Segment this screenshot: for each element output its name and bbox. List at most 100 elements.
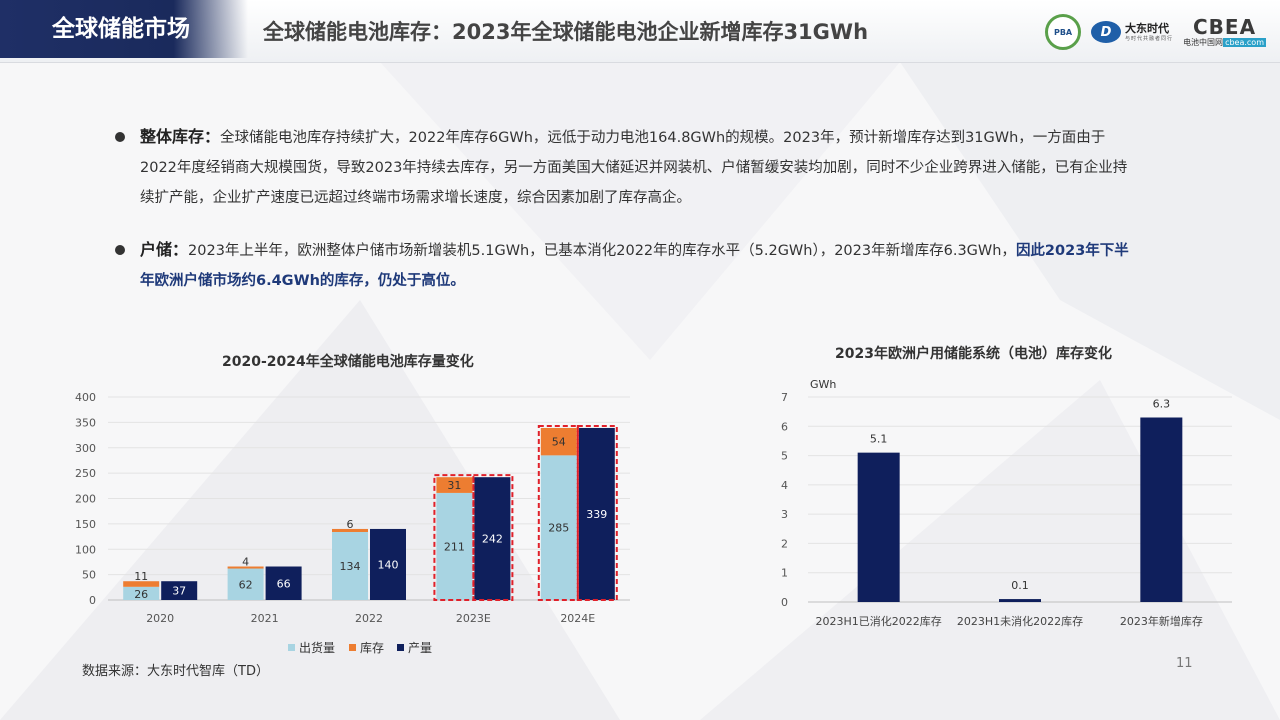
cbea-logo-sub-domain: cbea.com [1223, 38, 1266, 47]
chart2-y-tick-label: 6 [781, 420, 788, 433]
chart1-highlight-box [537, 424, 579, 601]
chart1-label-inventory: 31 [447, 479, 461, 492]
bullet-text: 2023年上半年，欧洲整体户储市场新增装机5.1GWh，已基本消化2022年的库… [188, 243, 1016, 259]
page-number: 11 [1176, 656, 1193, 671]
chart2-bar [1140, 417, 1183, 602]
chart2-y-tick-label: 1 [781, 567, 788, 580]
chart1-highlight-box [433, 474, 475, 601]
bullet-list: 整体库存：全球储能电池库存持续扩大，2022年库存6GWh，远低于动力电池164… [115, 122, 1135, 296]
chart2-bar [999, 599, 1041, 602]
chart1-label-production: 140 [378, 558, 399, 571]
header-bar: 全球储能市场 全球储能电池库存：2023年全球储能电池企业新增库存31GWh P… [0, 0, 1280, 63]
chart1-label-inventory: 11 [134, 570, 148, 583]
chart2-y-tick-label: 0 [781, 596, 788, 609]
chart1-x-tick-label: 2024E [560, 612, 595, 625]
cbea-logo-sub-prefix: 电池中国网 [1183, 38, 1224, 47]
chart2-title: 2023年欧洲户用储能系统（电池）库存变化 [835, 346, 1112, 362]
chart1-y-tick-label: 150 [75, 518, 96, 531]
chart2-x-tick-label: 2023H1未消化2022库存 [957, 614, 1083, 628]
chart1-bar-production [161, 581, 198, 600]
chart1-y-tick-label: 0 [89, 594, 96, 607]
chart1-legend-swatch [288, 644, 295, 651]
chart1-x-tick-label: 2021 [251, 612, 279, 625]
chart1-label-shipment: 285 [548, 522, 569, 535]
chart2-data-label: 6.3 [1153, 398, 1171, 411]
chart1-highlight-box [576, 424, 618, 601]
chart1-bar-shipment [332, 531, 368, 600]
bullet-household-storage: 户储：2023年上半年，欧洲整体户储市场新增装机5.1GWh，已基本消化2022… [115, 235, 1135, 296]
chart1-x-tick-label: 2022 [355, 612, 383, 625]
chart1-bar-inventory [540, 427, 577, 456]
chart2-bar: GWh 0 1 2 3 4 5 6 7 5.1 2023H1已消化2022库存 0.1 2023H1未消… [781, 378, 1232, 628]
chart1-highlight-box [472, 474, 514, 601]
chart1-bar-production [370, 528, 406, 600]
chart2-y-tick-label: 4 [781, 479, 788, 492]
chart2-data-label: 5.1 [870, 433, 888, 446]
cbea-logo-name: CBEA [1193, 15, 1257, 39]
chart1-stacked-bar: 0 50 100 150 200 250 300 350 400 26 11 37 2020 62 4 66 2… [75, 391, 630, 655]
chart1-y-tick-label: 250 [75, 467, 96, 480]
dasheng-logo-sub: 与时代共融者同行 [1125, 35, 1174, 42]
chart1-y-tick-label: 100 [75, 543, 96, 556]
chart1-label-inventory: 4 [242, 556, 249, 569]
chart2-data-label: 0.1 [1011, 579, 1029, 592]
chart2-x-tick-label: 2023年新增库存 [1120, 614, 1203, 628]
chart1-label-inventory: 6 [347, 518, 354, 531]
chart1-bar-production [265, 566, 302, 600]
chart2-y-unit-label: GWh [810, 378, 836, 391]
page-title: 全球储能电池库存：2023年全球储能电池企业新增库存31GWh [263, 20, 869, 44]
chart1-legend-label: 库存 [360, 640, 384, 655]
bullet-text: 全球储能电池库存持续扩大，2022年库存6GWh，远低于动力电池164.8GWh… [140, 130, 1128, 206]
chart1-y-tick-label: 300 [75, 442, 96, 455]
chart1-label-production: 339 [586, 508, 607, 521]
bullet-dot [115, 132, 125, 142]
chart1-bar-shipment [436, 492, 473, 600]
bullet-lead: 户储： [140, 240, 189, 259]
dasheng-logo: D 大东时代 与时代共融者同行 [1091, 21, 1173, 43]
chart1-bar-inventory [123, 581, 160, 587]
chart2-x-tick-label: 2023H1已消化2022库存 [816, 614, 942, 628]
cbea-logo: CBEA 电池中国网 cbea.com [1183, 17, 1266, 47]
chart1-label-production: 37 [172, 585, 186, 598]
section-label: 全球储能市场 [0, 0, 248, 58]
chart2-y-tick-label: 5 [781, 450, 788, 463]
chart2-y-tick-label: 3 [781, 508, 788, 521]
chart1-bar-production [474, 477, 511, 600]
chart1-bar-shipment [540, 455, 577, 600]
chart1-x-tick-label: 2023E [456, 612, 491, 625]
chart1-bar-production [578, 427, 615, 600]
chart1-x-tick-label: 2020 [146, 612, 174, 625]
chart1-label-production: 66 [277, 577, 291, 590]
chart1-label-shipment: 26 [134, 588, 148, 601]
chart1-bar-shipment [123, 586, 160, 600]
chart2-y-tick-label: 2 [781, 537, 788, 550]
source-note: 数据来源：大东时代智库（TD） [82, 664, 269, 679]
chart1-y-tick-label: 200 [75, 493, 96, 506]
chart1-title: 2020-2024年全球储能电池库存量变化 [222, 354, 474, 370]
bullet-lead: 整体库存： [140, 127, 221, 146]
chart1-label-inventory: 54 [552, 436, 566, 449]
bullet-highlight: 因此2023年下半年欧洲户储市场约6.4GWh的库存，仍处于高位。 [140, 243, 1129, 289]
chart1-bar-inventory [332, 528, 368, 532]
chart2-bar [857, 452, 900, 602]
chart1-bar-inventory [227, 566, 264, 569]
chart1-y-tick-label: 350 [75, 416, 96, 429]
chart1-label-production: 242 [482, 533, 503, 546]
chart1-bar-shipment [227, 568, 264, 600]
dasheng-logo-mark: D [1091, 21, 1122, 43]
pba-logo: PBA [1045, 14, 1082, 50]
bullet-overall-inventory: 整体库存：全球储能电池库存持续扩大，2022年库存6GWh，远低于动力电池164… [115, 122, 1135, 213]
chart2-y-tick-label: 7 [781, 391, 788, 404]
dasheng-logo-name: 大东时代 [1125, 21, 1170, 35]
bullet-dot [115, 245, 125, 255]
chart1-y-tick-label: 400 [75, 391, 96, 404]
chart1-bar-inventory [436, 477, 473, 493]
pba-logo-text: PBA [1053, 27, 1073, 37]
chart1-legend-swatch [397, 644, 404, 651]
chart1-label-shipment: 62 [239, 578, 253, 591]
chart1-legend-label: 出货量 [299, 640, 335, 655]
chart1-legend-label: 产量 [408, 641, 432, 655]
cbea-logo-sub: 电池中国网 cbea.com [1183, 38, 1266, 47]
chart1-legend-swatch [349, 644, 356, 651]
